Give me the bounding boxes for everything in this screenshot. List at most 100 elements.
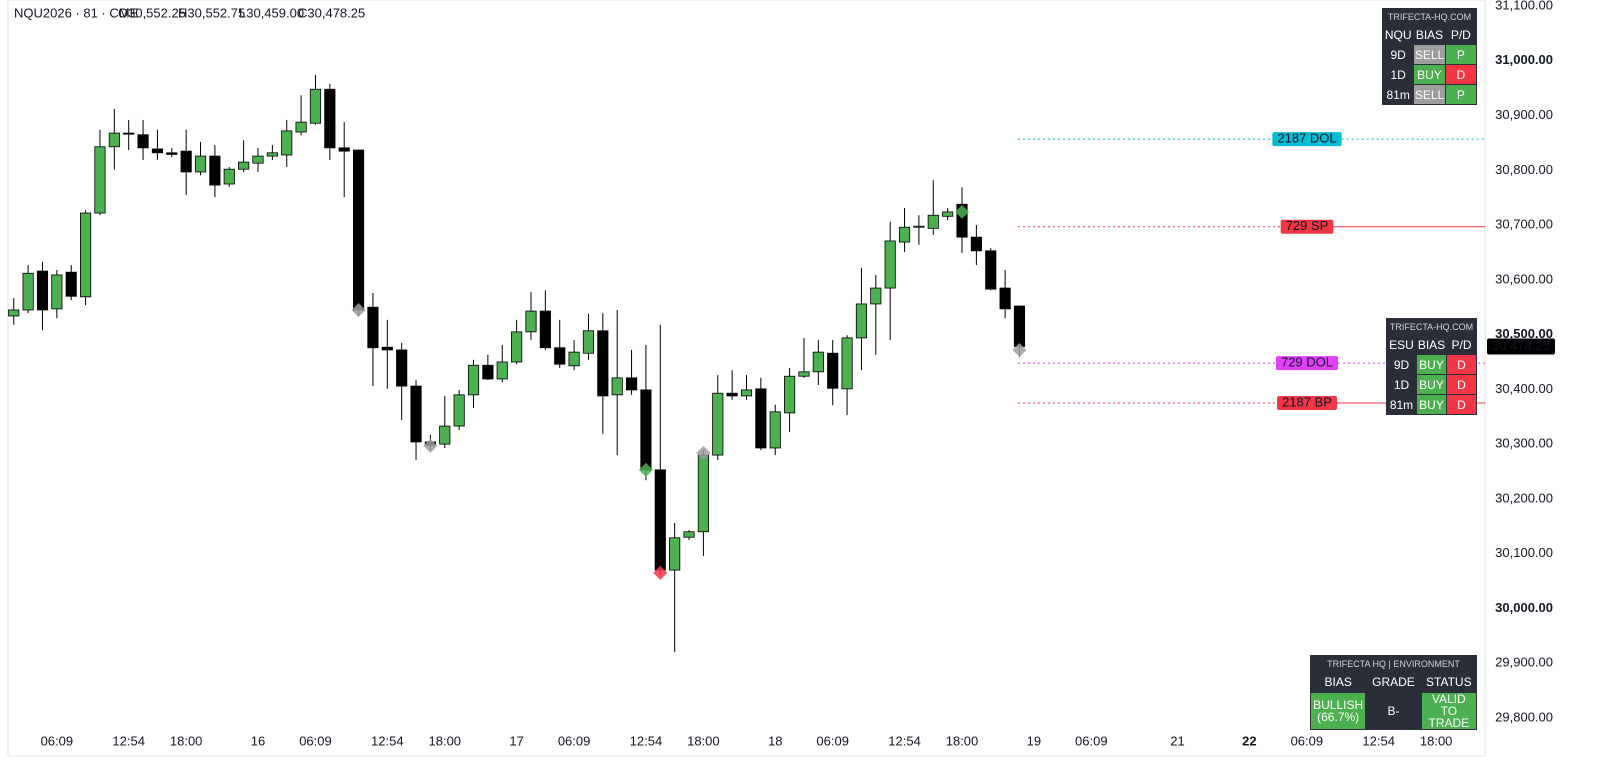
- symbol-label: NQU2026 · 81 · CME: [14, 5, 139, 20]
- y-tick-label: 31,100.00: [1495, 0, 1553, 12]
- candle-body: [51, 274, 63, 310]
- candle-body: [740, 389, 753, 397]
- candle-body: [539, 310, 551, 349]
- bias-panel: TRIFECTA-HQ.COM NQU BIAS P/D 9D SELL P 1D BUY D 81…: [1381, 8, 1478, 105]
- panel-cell: BUY: [1413, 64, 1446, 85]
- x-tick-label: 19: [1027, 733, 1041, 748]
- candle-body: [956, 203, 968, 238]
- y-tick-label: 30,300.00: [1495, 436, 1553, 451]
- last-price-label: 30,478.25: [1492, 338, 1550, 353]
- candle-body: [439, 425, 451, 445]
- candle-body: [8, 309, 20, 317]
- x-tick-label: 17: [509, 733, 523, 748]
- y-tick-label: 30,200.00: [1495, 490, 1553, 505]
- panel-cell: D: [1446, 354, 1477, 375]
- y-tick-label: 29,800.00: [1495, 709, 1553, 724]
- candle-body: [683, 531, 695, 538]
- candle-body: [769, 411, 781, 449]
- panel-cell: SELL: [1413, 44, 1446, 65]
- bias-panel: TRIFECTA HQ | ENVIRONMENT BIAS GRADE STATUS…: [1309, 655, 1478, 730]
- panel-title: TRIFECTA-HQ.COM: [1386, 318, 1477, 335]
- x-tick-label: 06:09: [558, 733, 591, 748]
- level: 2187 BP: [1018, 394, 1485, 411]
- panel-cell: 1D: [1381, 64, 1415, 85]
- y-tick-label: 30,700.00: [1495, 217, 1553, 232]
- candle-body: [898, 226, 911, 243]
- candle-body: [870, 287, 882, 305]
- panel-cell: GRADE: [1365, 671, 1422, 693]
- candle-body: [108, 132, 120, 148]
- x-tick-label: 06:09: [299, 733, 332, 748]
- candle-body: [396, 349, 408, 387]
- candle-body: [482, 364, 494, 380]
- candle-body: [697, 454, 709, 533]
- candle-body: [985, 250, 997, 290]
- ohlc-label: O30,552.25: [118, 5, 186, 20]
- x-tick-label: 18:00: [1420, 733, 1453, 748]
- panel-cell: P/D: [1444, 24, 1478, 45]
- candle-body: [352, 149, 365, 311]
- panel-cell: BULLISH (66.7%): [1309, 692, 1367, 730]
- ohlc-label: L30,459.00: [239, 5, 304, 20]
- x-tick-label: 18:00: [429, 733, 462, 748]
- panel-cell: BIAS: [1416, 334, 1447, 355]
- candle-body: [568, 351, 580, 367]
- level-label: 2187 BP: [1282, 394, 1332, 409]
- candle-body: [798, 371, 810, 377]
- candle-body: [812, 351, 824, 373]
- level-label-box: [1277, 396, 1337, 411]
- level-label: 729 SP: [1286, 218, 1329, 233]
- candle-body: [180, 150, 192, 173]
- panel-cell: VALID TO TRADE: [1420, 692, 1478, 730]
- panel-cell: D: [1446, 394, 1477, 415]
- y-tick-label: 29,900.00: [1495, 655, 1553, 670]
- panel-cell: STATUS: [1420, 671, 1478, 693]
- x-tick-label: 06:09: [1075, 733, 1108, 748]
- chart-frame: [7, 0, 1486, 757]
- candle-body: [640, 389, 652, 471]
- bias-panel: TRIFECTA-HQ.COM ESU BIAS P/D 9D BUY D 1D BUY D 81m…: [1386, 318, 1477, 415]
- candle-body: [913, 225, 925, 228]
- x-tick-label: 18:00: [687, 733, 720, 748]
- x-tick-label: 12:54: [112, 733, 145, 748]
- candle-body: [855, 303, 868, 339]
- signal-marker: [696, 445, 711, 460]
- candle-body: [281, 130, 293, 156]
- candle-body: [755, 388, 767, 449]
- candle-body: [784, 375, 796, 414]
- signal-marker: [423, 438, 438, 453]
- candle-body: [36, 270, 49, 311]
- candle-body: [266, 152, 278, 157]
- x-tick-label: 12:54: [888, 733, 921, 748]
- candle-body: [999, 287, 1011, 310]
- level: 2187 DOL: [1018, 131, 1485, 147]
- candle-body: [94, 146, 106, 214]
- candle-body: [381, 346, 393, 351]
- candle-body: [166, 152, 178, 155]
- candle-body: [712, 392, 724, 456]
- panel-cell: D: [1446, 374, 1477, 395]
- candle-body: [123, 132, 135, 135]
- x-tick-label: 18:00: [946, 733, 979, 748]
- candle-body: [80, 212, 92, 298]
- signal-marker: [638, 462, 653, 477]
- panel-title: TRIFECTA-HQ.COM: [1382, 8, 1477, 25]
- candle-body: [726, 392, 738, 397]
- panel-cell: ESU: [1386, 334, 1417, 355]
- level: 729 SP: [1018, 218, 1485, 234]
- level-label: 2187 DOL: [1277, 131, 1336, 146]
- y-tick-label: 30,000.00: [1495, 600, 1553, 615]
- candle-body: [970, 236, 982, 252]
- candle-body: [582, 330, 595, 354]
- panel-cell: 9D: [1386, 354, 1417, 375]
- panel-cell: 9D: [1381, 44, 1415, 65]
- candle-body: [927, 214, 939, 229]
- x-tick-label: 12:54: [1362, 733, 1395, 748]
- level-label-box: [1280, 219, 1334, 234]
- level-label: 729 DOL: [1281, 355, 1333, 370]
- panel-cell: 1D: [1386, 374, 1417, 395]
- signal-marker: [1012, 342, 1027, 357]
- ohlc-label: H30,552.75: [178, 5, 245, 20]
- candle-body: [496, 361, 508, 380]
